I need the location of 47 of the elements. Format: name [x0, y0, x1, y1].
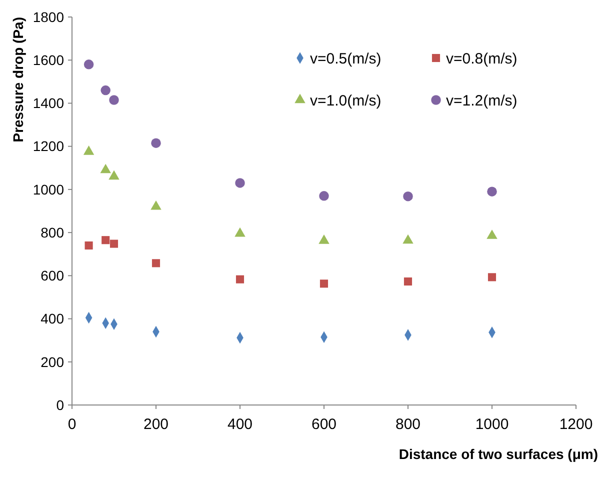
y-tick-label: 1200: [32, 138, 64, 154]
point: [486, 230, 498, 239]
y-tick-label: 1800: [32, 8, 64, 25]
y-tick-label: 800: [40, 224, 64, 240]
x-tick-label: 0: [68, 416, 76, 433]
x-tick-label: 1200: [559, 416, 593, 433]
point: [100, 85, 110, 96]
point: [234, 227, 246, 237]
x-tick-label: 800: [395, 416, 421, 433]
point: [108, 170, 120, 180]
legend-label: v=1.0(m/s): [310, 92, 382, 110]
point: [319, 191, 329, 201]
point: [152, 259, 160, 268]
point: [84, 60, 94, 70]
point: [100, 164, 111, 174]
legend-label: v=1.2(m/s): [446, 92, 518, 110]
y-tick-label: 600: [40, 268, 64, 284]
x-tick-label: 200: [143, 416, 169, 433]
point: [404, 277, 412, 286]
legend-label: v=0.8(m/s): [446, 50, 518, 68]
x-tick-label: 400: [227, 416, 253, 433]
point: [488, 273, 496, 282]
point: [236, 275, 244, 284]
point: [109, 95, 119, 105]
point: [102, 236, 110, 244]
y-axis-title: Pressure drop (Pa): [10, 17, 26, 142]
point: [402, 234, 414, 244]
point: [487, 186, 497, 196]
point: [150, 200, 162, 210]
x-tick-label: 1000: [475, 416, 509, 433]
legend-label: v=0.5(m/s): [310, 50, 382, 68]
point: [110, 240, 118, 248]
y-tick-label: 1000: [32, 181, 64, 198]
point: [83, 146, 94, 155]
point: [84, 241, 93, 250]
y-tick-label: 200: [40, 354, 64, 370]
x-axis-title: Distance of two surfaces (μm): [398, 446, 598, 462]
y-tick-label: 0: [56, 396, 64, 413]
point: [235, 178, 245, 188]
y-tick-label: 1400: [32, 95, 64, 112]
y-tick-label: 1600: [32, 52, 64, 68]
point: [320, 280, 328, 288]
point: [403, 191, 413, 202]
x-tick-label: 600: [311, 416, 337, 433]
y-tick-label: 400: [40, 310, 64, 327]
point: [318, 234, 330, 244]
point: [151, 138, 161, 148]
